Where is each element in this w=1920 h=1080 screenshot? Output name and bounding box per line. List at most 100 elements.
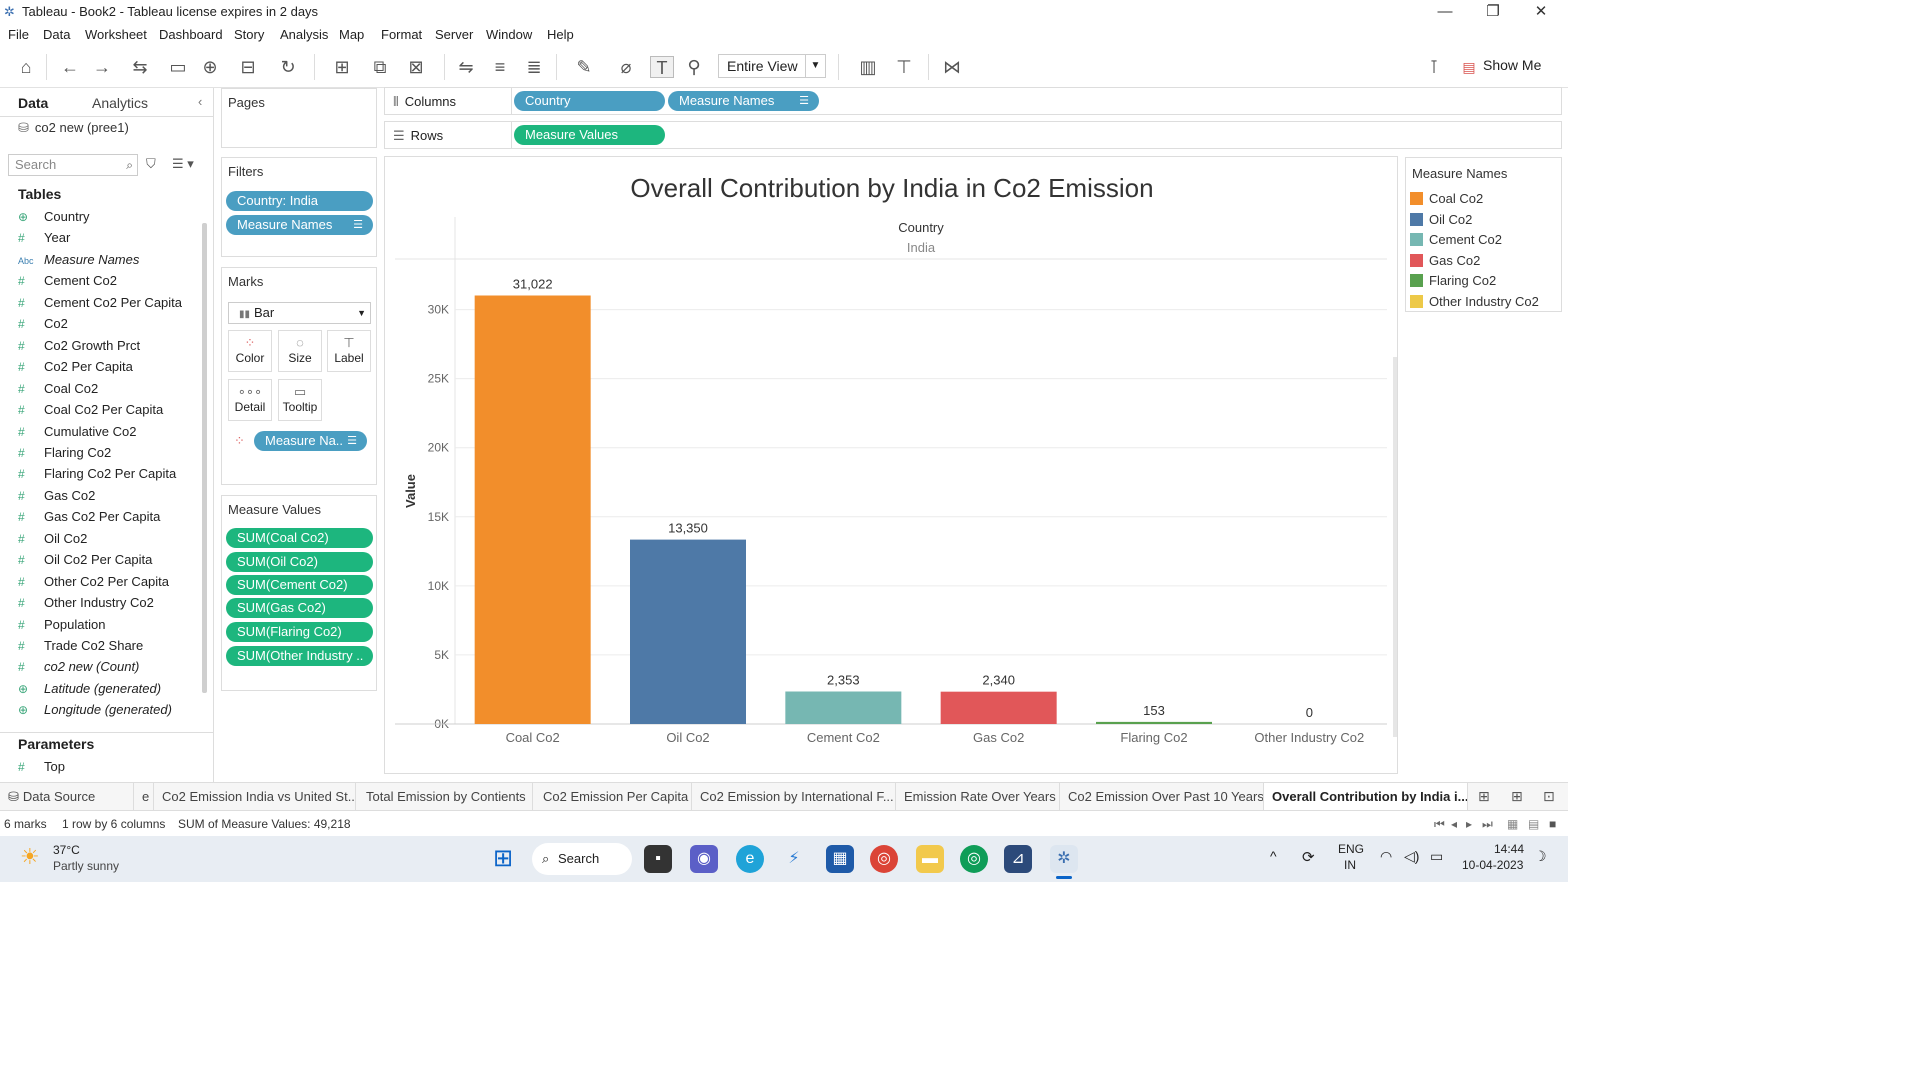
menu-worksheet[interactable]: Worksheet (85, 27, 147, 42)
field-item[interactable]: ⊕ Latitude (generated) (18, 679, 198, 699)
legend-item[interactable]: Coal Co2 (1410, 190, 1483, 208)
measure-pill[interactable]: SUM(Other Industry .. (226, 646, 373, 666)
share-icon[interactable]: ⋈ (943, 57, 961, 77)
restore-button[interactable]: ❐ (1486, 3, 1500, 20)
format-painter-icon[interactable]: ⊺ (1429, 57, 1439, 77)
chevron-up-icon[interactable]: ^ (1270, 848, 1277, 864)
field-item[interactable]: # Co2 Per Capita (18, 357, 198, 377)
clock-date[interactable]: 10-04-2023 (1462, 858, 1524, 872)
teams-icon[interactable]: ◉ (690, 845, 718, 873)
field-item[interactable]: # Oil Co2 (18, 529, 198, 549)
new-datasource-icon[interactable]: ⊕ (202, 57, 218, 77)
next-sheet-icon[interactable]: ▸ (1466, 817, 1473, 831)
field-item[interactable]: # Oil Co2 Per Capita (18, 550, 198, 570)
field-item[interactable]: Abc Measure Names (18, 250, 198, 270)
datasource-item[interactable]: ⛁ co2 new (pree1) (18, 120, 129, 136)
menu-file[interactable]: File (8, 27, 29, 42)
legend-item[interactable]: Oil Co2 (1410, 211, 1472, 229)
task-view-icon[interactable]: ▪ (644, 845, 672, 873)
sort-ascending-icon[interactable]: ≡ (494, 57, 506, 77)
sheet-tab[interactable]: Co2 Emission Per Capita (535, 783, 692, 811)
menu-help[interactable]: Help (547, 27, 574, 42)
field-item[interactable]: # Flaring Co2 (18, 443, 198, 463)
label-button[interactable]: ⊤ Label (327, 330, 371, 372)
tab-data-source[interactable]: ⛁ Data Source (0, 783, 134, 811)
menu-analysis[interactable]: Analysis (280, 27, 329, 42)
prev-sheet-icon[interactable]: ◂ (1451, 817, 1458, 831)
sync-icon[interactable]: ⟳ (1302, 849, 1315, 866)
columns-pill-country[interactable]: Country (514, 91, 665, 111)
field-item[interactable]: # Gas Co2 Per Capita (18, 507, 198, 527)
measure-pill[interactable]: SUM(Oil Co2) (226, 552, 373, 572)
color-button[interactable]: ⁘ Color (228, 330, 272, 372)
rows-pill-measure-values[interactable]: Measure Values (514, 125, 665, 145)
refresh-icon[interactable]: ↻ (280, 57, 296, 77)
parameter-top[interactable]: # Top (18, 757, 198, 777)
collapse-pane-icon[interactable]: ‹ (198, 94, 203, 109)
tab-analytics[interactable]: Analytics (92, 95, 149, 111)
fit-dropdown[interactable]: Entire View ▼ (718, 54, 826, 78)
detail-button[interactable]: ∘∘∘ Detail (228, 379, 272, 421)
field-item[interactable]: # Coal Co2 Per Capita (18, 400, 198, 420)
file-explorer-icon[interactable]: ▬ (916, 845, 944, 873)
view-options-icon[interactable]: ☰ ▾ (172, 156, 194, 171)
tooltip-button[interactable]: ▭ Tooltip (278, 379, 322, 421)
app-icon[interactable]: ⊿ (1004, 845, 1032, 873)
menu-dashboard[interactable]: Dashboard (159, 27, 223, 42)
show-me-button[interactable]: Show Me (1483, 57, 1542, 73)
measure-pill[interactable]: SUM(Cement Co2) (226, 575, 373, 595)
field-item[interactable]: # co2 new (Count) (18, 657, 198, 677)
filter-pill-country[interactable]: Country: India (226, 191, 373, 211)
new-story-icon[interactable]: ⊡ (1543, 788, 1555, 804)
chrome-profile-icon[interactable]: ◎ (960, 845, 988, 873)
field-item[interactable]: # Cement Co2 (18, 271, 198, 291)
field-item[interactable]: # Cement Co2 Per Capita (18, 293, 198, 313)
windows-start-icon[interactable]: ⊞ (493, 845, 514, 872)
taskbar-search[interactable]: ⌕ Search (532, 843, 632, 875)
field-item[interactable]: # Gas Co2 (18, 486, 198, 506)
new-dashboard-icon[interactable]: ⊞ (1511, 788, 1523, 804)
clock-time[interactable]: 14:44 (1494, 842, 1525, 856)
menu-data[interactable]: Data (43, 27, 71, 42)
rows-shelf[interactable]: ☰ Rows Measure Values (384, 121, 1562, 149)
home-icon[interactable]: ⌂ (20, 57, 32, 77)
show-cards-icon[interactable]: ▥ (859, 57, 877, 77)
sheet-sorter-icon[interactable]: ▦ (1507, 817, 1519, 831)
pages-card[interactable]: Pages (221, 88, 377, 148)
show-mark-labels-icon[interactable]: T (650, 56, 674, 78)
field-item[interactable]: ⊕ Country (18, 207, 198, 227)
marks-pill-measure-names[interactable]: Measure Na.. ☰ (254, 431, 367, 451)
sheet-tab-active[interactable]: Overall Contribution by India i... (1264, 783, 1468, 811)
columns-shelf[interactable]: ⦀ Columns Country Measure Names ☰ (384, 87, 1562, 115)
menu-story[interactable]: Story (234, 27, 265, 42)
tableau-taskbar-icon[interactable]: ✲ (1050, 845, 1078, 873)
volume-icon[interactable]: ◁) (1404, 848, 1420, 864)
size-button[interactable]: ◌ Size (278, 330, 322, 372)
swap-icon[interactable]: ⇆ (132, 57, 148, 77)
menu-window[interactable]: Window (486, 27, 533, 42)
language-secondary[interactable]: IN (1344, 858, 1356, 872)
sheet-tab[interactable]: Co2 Emission by International F... (692, 783, 896, 811)
field-item[interactable]: # Flaring Co2 Per Capita (18, 464, 198, 484)
sheet-tab[interactable]: Co2 Emission India vs United St... (154, 783, 356, 811)
store-icon[interactable]: ▦ (826, 845, 854, 873)
close-button[interactable]: ✕ (1534, 3, 1548, 20)
menu-server[interactable]: Server (435, 27, 474, 42)
field-item[interactable]: # Other Industry Co2 (18, 593, 198, 613)
duplicate-sheet-icon[interactable]: ⧉ (373, 57, 387, 77)
measure-pill[interactable]: SUM(Flaring Co2) (226, 622, 373, 642)
last-sheet-icon[interactable]: ⏭ (1482, 817, 1493, 831)
field-item[interactable]: # Cumulative Co2 (18, 422, 198, 442)
legend-item[interactable]: Gas Co2 (1410, 252, 1480, 270)
vscode-icon[interactable]: ⚡ (788, 850, 800, 867)
presentation-mode-icon[interactable]: ⊤ (896, 57, 912, 77)
show-me-icon[interactable]: ▤ (1462, 59, 1476, 75)
field-item[interactable]: # Co2 (18, 314, 198, 334)
clear-sheet-icon[interactable]: ⊠ (408, 57, 424, 77)
pin-axes-icon[interactable]: ⚲ (687, 57, 701, 77)
field-item[interactable]: # Trade Co2 Share (18, 636, 198, 656)
filter-pill-measure-names[interactable]: Measure Names ☰ (226, 215, 373, 235)
swap-rows-columns-icon[interactable]: ⇋ (458, 57, 474, 77)
minimize-button[interactable]: — (1437, 3, 1453, 20)
sort-descending-icon[interactable]: ≣ (526, 57, 542, 77)
